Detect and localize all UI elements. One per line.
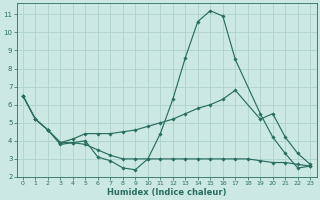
X-axis label: Humidex (Indice chaleur): Humidex (Indice chaleur) <box>107 188 226 197</box>
